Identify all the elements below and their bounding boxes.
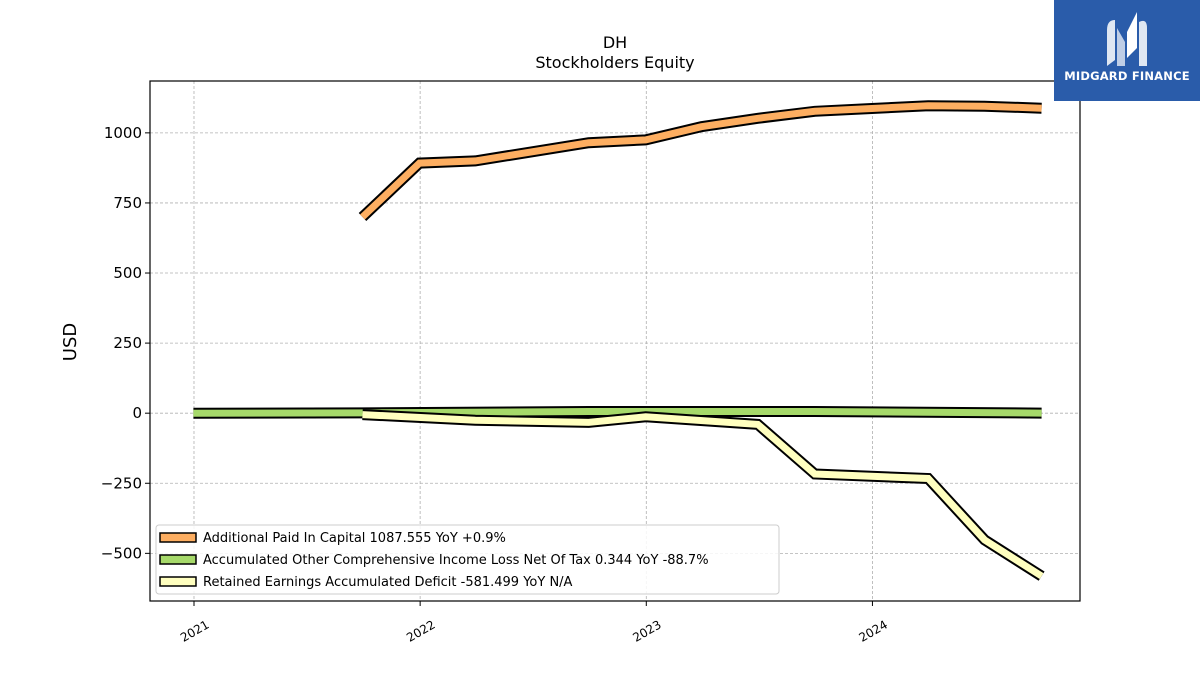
y-tick-label: −250 xyxy=(101,474,142,492)
chart-title: DH xyxy=(603,33,627,52)
x-tick-label: 2023 xyxy=(630,617,663,644)
x-tick-label: 2022 xyxy=(404,617,437,644)
legend-label-2: Retained Earnings Accumulated Deficit -5… xyxy=(203,575,573,590)
y-axis-label: USD xyxy=(60,323,81,361)
y-tick-label: 750 xyxy=(113,194,142,212)
legend-label-0: Additional Paid In Capital 1087.555 YoY … xyxy=(203,531,506,546)
legend-swatch-2 xyxy=(159,576,197,587)
x-tick-label: 2024 xyxy=(856,617,889,644)
chart-subtitle: Stockholders Equity xyxy=(535,53,694,72)
y-tick-label: 0 xyxy=(132,404,142,422)
y-tick-label: 1000 xyxy=(104,124,142,142)
midgard-m-logo-icon xyxy=(1107,12,1147,66)
series-lines xyxy=(193,100,1045,581)
series-line-2 xyxy=(362,411,1044,580)
legend-box xyxy=(155,524,780,595)
grid-lines xyxy=(150,81,1080,601)
series-line-1 xyxy=(193,408,1042,417)
y-tick-label: 250 xyxy=(113,334,142,352)
y-tick-label: −500 xyxy=(101,544,142,562)
legend-swatch-0 xyxy=(159,532,197,543)
legend: Additional Paid In Capital 1087.555 YoY … xyxy=(155,524,780,595)
legend-label-1: Accumulated Other Comprehensive Income L… xyxy=(203,553,709,568)
y-tick-label: 500 xyxy=(113,264,142,282)
midgard-finance-logo: MIDGARD FINANCE xyxy=(1054,0,1200,101)
x-tick-label: 2021 xyxy=(178,617,211,644)
legend-swatch-1 xyxy=(159,554,197,565)
logo-text: MIDGARD FINANCE xyxy=(1064,69,1190,83)
series-line-0 xyxy=(360,102,1042,220)
plot-frame xyxy=(149,80,1081,602)
